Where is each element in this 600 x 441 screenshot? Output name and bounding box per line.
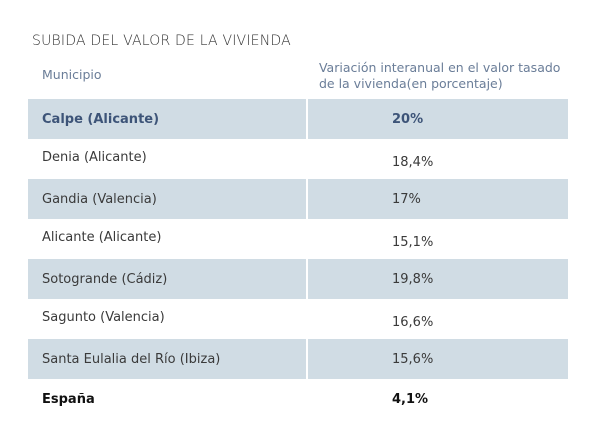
- cell-valor: 20%: [308, 99, 568, 139]
- table-title: SUBIDA DEL VALOR DE LA VIVIENDA: [32, 33, 291, 49]
- header-variacion: Variación interanual en el valor tasado …: [318, 60, 561, 91]
- table-row: Denia (Alicante) 18,4%: [28, 139, 568, 179]
- cell-valor: 18,4%: [392, 154, 434, 170]
- cell-valor: 15,1%: [392, 234, 434, 250]
- cell-municipio: España: [42, 391, 95, 407]
- table-row: Sagunto (Valencia) 16,6%: [28, 299, 568, 339]
- cell-municipio: Calpe (Alicante): [28, 99, 308, 139]
- table-row-total: España 4,1%: [28, 379, 568, 419]
- cell-valor: 15,6%: [308, 339, 568, 379]
- cell-municipio: Sagunto (Valencia): [42, 309, 165, 325]
- cell-valor: 16,6%: [392, 314, 434, 330]
- cell-municipio: Gandia (Valencia): [28, 179, 308, 219]
- cell-municipio: Santa Eulalia del Río (Ibiza): [28, 339, 308, 379]
- header-municipio: Municipio: [42, 67, 102, 82]
- table-row: Santa Eulalia del Río (Ibiza) 15,6%: [28, 339, 568, 379]
- housing-value-table: Municipio Variación interanual en el val…: [28, 58, 568, 419]
- table-row: Calpe (Alicante) 20%: [28, 99, 568, 139]
- table-row: Sotogrande (Cádiz) 19,8%: [28, 259, 568, 299]
- cell-municipio: Denia (Alicante): [42, 149, 147, 165]
- table-header: Municipio Variación interanual en el val…: [28, 58, 568, 99]
- table-row: Gandia (Valencia) 17%: [28, 179, 568, 219]
- cell-municipio: Alicante (Alicante): [42, 229, 162, 245]
- cell-valor: 19,8%: [308, 259, 568, 299]
- cell-municipio: Sotogrande (Cádiz): [28, 259, 308, 299]
- cell-valor: 4,1%: [392, 391, 429, 407]
- table-row: Alicante (Alicante) 15,1%: [28, 219, 568, 259]
- cell-valor: 17%: [308, 179, 568, 219]
